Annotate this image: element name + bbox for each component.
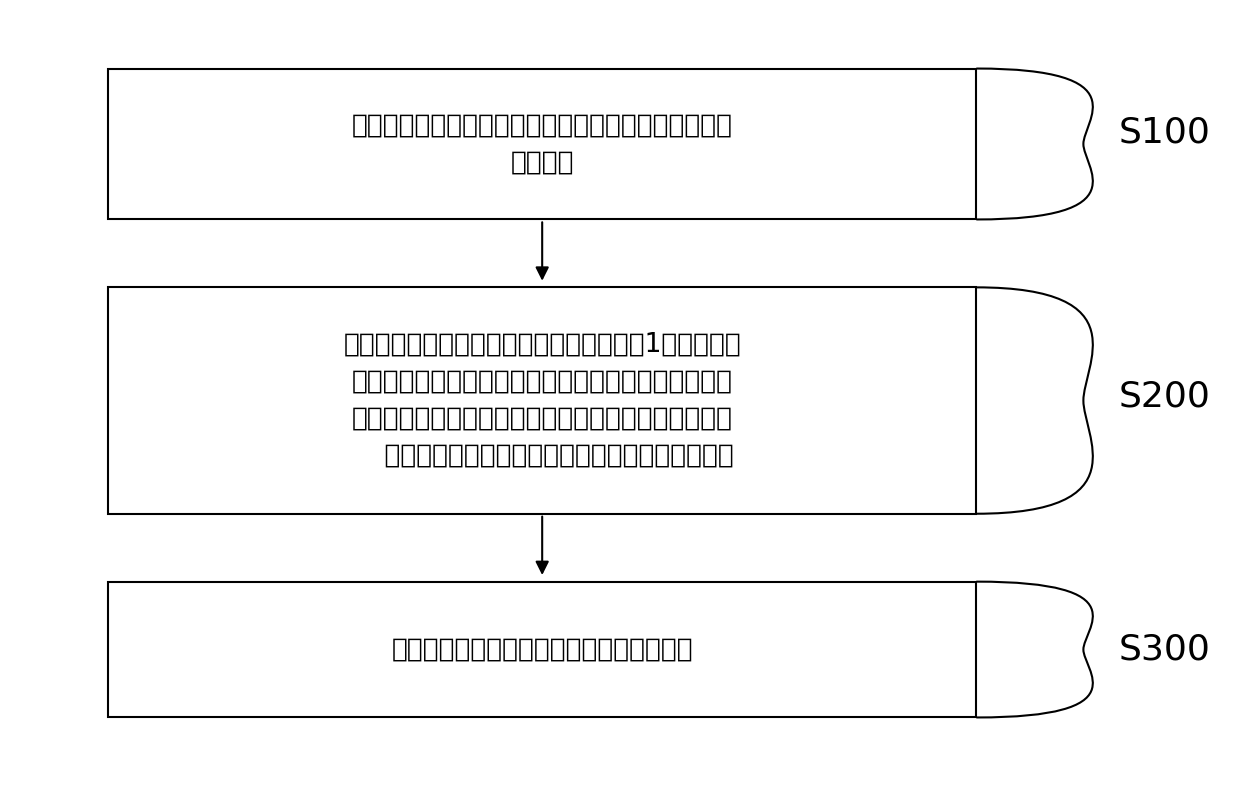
FancyBboxPatch shape — [108, 288, 976, 514]
Text: 向所述至少一个磁隔道结中待写入数据的磁隔道结输入
第一电流: 向所述至少一个磁隔道结中待写入数据的磁隔道结输入 第一电流 — [352, 112, 732, 175]
Text: 依次停止输入所述第一电流和所述第二电流: 依次停止输入所述第一电流和所述第二电流 — [392, 637, 693, 663]
Text: S100: S100 — [1119, 116, 1211, 149]
FancyBboxPatch shape — [108, 68, 976, 219]
Text: S300: S300 — [1119, 633, 1211, 667]
FancyBboxPatch shape — [108, 582, 976, 718]
Text: 经过预设时间间隔向所述强自旋轨道耦合层1输入第二电
流以使所述磁隔道结的阻态与待写入数据对应，其中，
所述第二电流小于所述磁隔道结的临界翴转电流且大于
    : 经过预设时间间隔向所述强自旋轨道耦合层1输入第二电 流以使所述磁隔道结的阻态与待… — [343, 332, 741, 469]
Text: S200: S200 — [1119, 380, 1211, 413]
